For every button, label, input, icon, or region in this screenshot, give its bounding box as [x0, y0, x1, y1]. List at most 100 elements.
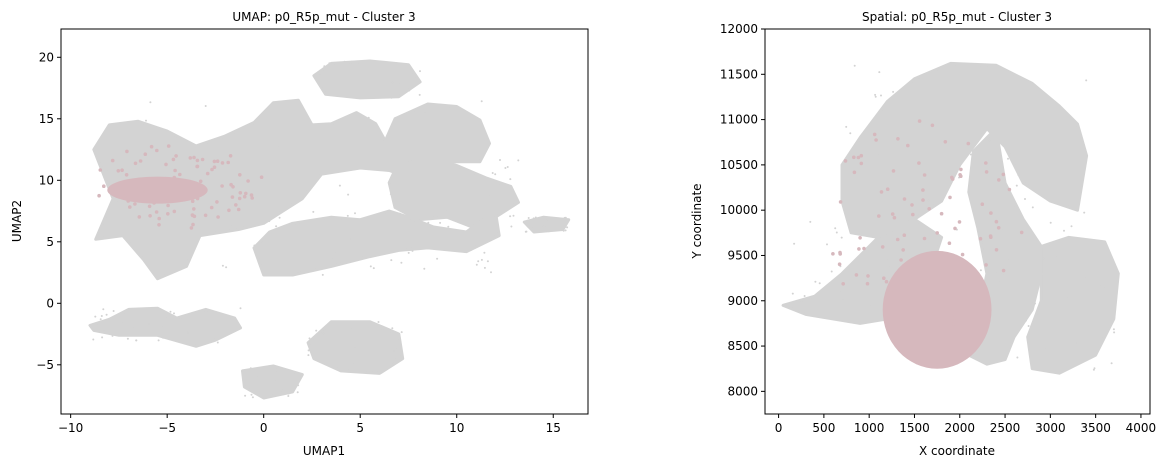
spatial-background-point — [1018, 244, 1021, 247]
umap-background-point — [358, 240, 361, 243]
umap-background-point — [255, 375, 258, 378]
spatial-background-point — [1007, 205, 1010, 208]
umap-background-point — [204, 105, 207, 107]
spatial-background-point — [1006, 129, 1008, 132]
umap-background-point — [447, 225, 450, 228]
umap-background-point — [441, 195, 444, 198]
umap-background-point — [410, 165, 413, 168]
spatial-background-region-tissue-upper — [840, 61, 1089, 239]
umap-highlight-point — [116, 169, 121, 173]
umap-background-point — [393, 78, 396, 81]
spatial-highlight-point — [866, 274, 870, 278]
spatial-background-point — [1066, 368, 1069, 370]
umap-highlight-point — [137, 215, 142, 219]
umap-background-point — [380, 87, 383, 90]
umap-background-point — [333, 251, 336, 254]
spatial-background-point — [997, 280, 1000, 283]
umap-highlight-point — [216, 215, 220, 219]
umap-background-region-central-left — [92, 98, 491, 281]
umap-background-point — [382, 355, 385, 358]
spatial-highlight-point — [927, 207, 931, 211]
spatial-background-point — [1059, 325, 1062, 328]
spatial-background-point — [995, 272, 998, 275]
spatial-highlight-point — [952, 316, 957, 320]
spatial-highlight-point — [943, 140, 948, 144]
spatial-background-point — [835, 231, 838, 234]
spatial-background-point — [977, 147, 980, 149]
spatial-background-point — [971, 136, 974, 139]
umap-background-point — [393, 350, 395, 352]
spatial-background-point — [1085, 79, 1088, 82]
umap-background-point — [379, 326, 382, 329]
spatial-background-point — [1034, 245, 1037, 248]
spatial-background-point — [1009, 153, 1012, 156]
umap-highlight-point — [128, 205, 132, 209]
spatial-background-point — [1046, 270, 1049, 273]
spatial-background-point — [877, 152, 880, 155]
umap-highlight-point — [133, 202, 137, 206]
umap-background-point — [354, 212, 356, 215]
spatial-background-point — [1015, 184, 1018, 187]
umap-background-point — [384, 73, 386, 76]
umap-background-point — [421, 227, 424, 230]
spatial-highlight-point — [843, 159, 848, 163]
spatial-highlight-point — [852, 170, 857, 175]
spatial-background-point — [955, 136, 958, 139]
umap-background-point — [264, 368, 267, 371]
umap-background-point — [244, 394, 247, 397]
umap-background-point — [307, 349, 310, 352]
spatial-highlight-point — [960, 252, 965, 257]
spatial-highlight-point — [938, 298, 943, 303]
umap-background-point — [221, 264, 224, 267]
spatial-highlight-point — [889, 288, 894, 293]
spatial-highlight-point — [911, 212, 915, 217]
spatial-background-point — [1112, 328, 1115, 331]
spatial-highlight-point — [857, 247, 861, 251]
umap-background-point — [94, 315, 97, 318]
umap-background-point — [555, 220, 558, 223]
umap-highlight-point — [226, 160, 230, 165]
umap-highlight-point — [155, 148, 159, 153]
umap-background-point — [263, 386, 266, 389]
spatial-highlight-point — [951, 322, 956, 326]
spatial-background-point — [940, 117, 943, 120]
spatial-background-point — [851, 298, 854, 301]
spatial-background-point — [1042, 257, 1045, 260]
spatial-background-point — [1010, 302, 1013, 305]
umap-panel: UMAP: p0_R5p_mut - Cluster 3 −10 −5 0 5 10 15… — [10, 10, 589, 458]
umap-background-point — [494, 234, 497, 237]
umap-background-point — [408, 89, 411, 92]
umap-background-point — [329, 321, 332, 324]
umap-background-point — [530, 224, 533, 226]
umap-highlight-point — [163, 196, 167, 200]
spatial-background-point — [1024, 198, 1026, 200]
umap-background-point — [104, 179, 107, 181]
spatial-highlight-point — [984, 161, 988, 165]
umap-background-point — [125, 322, 128, 325]
spatial-background-point — [1072, 349, 1075, 352]
umap-background-point — [388, 183, 391, 186]
umap-background-point — [340, 67, 343, 70]
umap-highlight-point — [203, 213, 208, 218]
umap-background-point — [380, 80, 383, 83]
umap-background-point — [356, 62, 359, 65]
umap-background-point — [287, 395, 290, 397]
umap-background-point — [124, 312, 127, 315]
spatial-background-point — [840, 236, 843, 239]
umap-highlight-point — [97, 193, 101, 198]
umap-background-point — [531, 227, 534, 230]
umap-background-point — [266, 256, 269, 259]
umap-background-point — [277, 366, 279, 369]
spatial-highlight-point — [910, 203, 914, 207]
umap-background-point — [274, 371, 277, 373]
spatial-background-point — [887, 258, 890, 261]
umap-background-point — [504, 167, 507, 169]
umap-background-point — [231, 224, 234, 227]
umap-background-point — [277, 387, 280, 390]
umap-background-point — [390, 96, 393, 99]
spatial-highlight-point — [884, 279, 889, 284]
umap-background-point — [441, 170, 444, 173]
spatial-background-point — [859, 170, 862, 173]
spatial-background-point — [874, 95, 877, 98]
umap-background-point — [351, 60, 353, 63]
